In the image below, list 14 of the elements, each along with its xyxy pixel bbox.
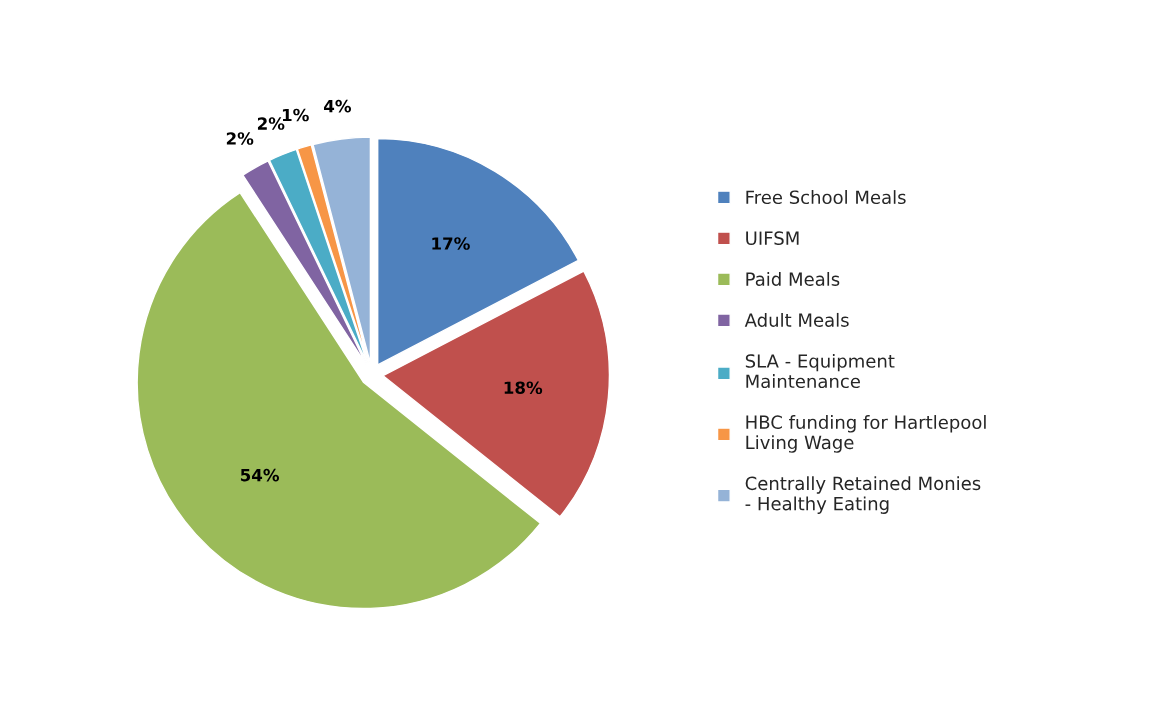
legend-label: UIFSM xyxy=(746,231,799,246)
legend-label: Centrally Retained Monies - Healthy Eating xyxy=(745,476,981,514)
legend-label: Free School Meals xyxy=(746,190,906,205)
data-label: 1% xyxy=(282,108,309,122)
legend-label: Paid Meals xyxy=(746,271,840,286)
legend-label: Adult Meals xyxy=(744,312,849,327)
legend-label: SLA - Equipment Maintenance xyxy=(745,353,895,389)
data-label: 17% xyxy=(432,237,470,250)
legend-label: HBC funding for Hartlepool Living Wage xyxy=(746,415,986,453)
data-label: 4% xyxy=(324,99,352,113)
data-label: 2% xyxy=(257,117,285,130)
data-label: 54% xyxy=(240,468,280,482)
data-label: 18% xyxy=(504,381,543,395)
data-label: 2% xyxy=(226,132,254,145)
